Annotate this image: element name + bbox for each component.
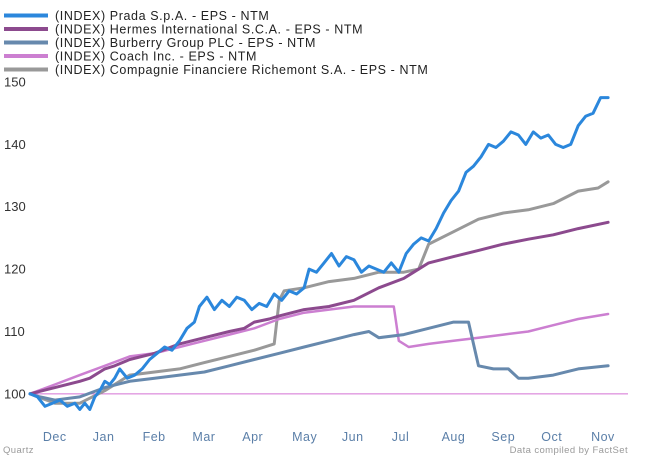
legend-label-0: (INDEX) Prada S.p.A. - EPS - NTM: [55, 9, 269, 23]
legend-label-4: (INDEX) Compagnie Financiere Richemont S…: [55, 63, 428, 77]
source-left-label: Quartz: [3, 445, 34, 456]
x-tick-label-oct: Oct: [541, 430, 562, 444]
legend: (INDEX) Prada S.p.A. - EPS - NTM(INDEX) …: [4, 9, 428, 77]
legend-label-3: (INDEX) Coach Inc. - EPS - NTM: [55, 50, 257, 64]
x-axis: Dec Jan Feb Mar Apr May Jun Jul Aug Sep Oct Nov: [43, 430, 615, 444]
y-tick-label-140: 140: [4, 137, 26, 152]
x-tick-label-mar: Mar: [192, 430, 215, 444]
series-line-1: [28, 220, 610, 396]
x-tick-label-aug: Aug: [442, 430, 466, 444]
y-tick-label-120: 120: [4, 262, 26, 277]
x-tick-label-dec: Dec: [43, 430, 67, 444]
x-tick-label-jun: Jun: [342, 430, 364, 444]
series-line-0: [28, 96, 610, 411]
x-tick-label-feb: Feb: [143, 430, 166, 444]
legend-label-2: (INDEX) Burberry Group PLC - EPS - NTM: [55, 36, 316, 50]
x-tick-label-jul: Jul: [392, 430, 409, 444]
y-tick-label-110: 110: [4, 324, 25, 339]
x-tick-label-sep: Sep: [491, 430, 515, 444]
x-tick-label-apr: Apr: [242, 430, 263, 444]
x-tick-label-nov: Nov: [591, 430, 615, 444]
y-tick-label-150: 150: [4, 75, 26, 90]
source-right-label: Data compiled by FactSet: [510, 445, 628, 456]
plot-area: [28, 96, 610, 411]
series-line-4: [28, 180, 610, 405]
y-tick-label-130: 130: [4, 199, 26, 214]
y-axis: 100 110 120 130 140 150: [4, 75, 26, 402]
y-tick-label-100: 100: [4, 386, 26, 401]
x-tick-label-may: May: [292, 430, 317, 444]
series-line-2: [28, 320, 610, 402]
series-line-3: [28, 305, 610, 396]
legend-label-1: (INDEX) Hermes International S.C.A. - EP…: [55, 23, 363, 37]
x-tick-label-jan: Jan: [93, 430, 115, 444]
